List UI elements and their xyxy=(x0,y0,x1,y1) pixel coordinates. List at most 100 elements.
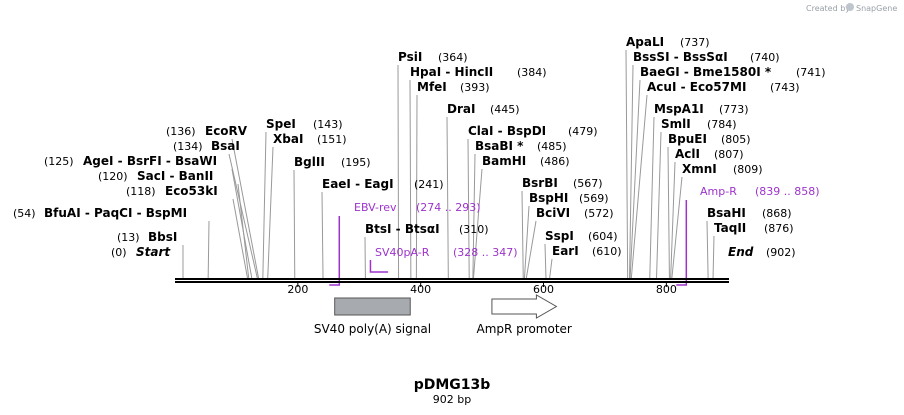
site-name-sspi[interactable]: SspI xyxy=(545,229,574,243)
site-line-agei xyxy=(231,168,253,279)
site-pos-bcivi: (572) xyxy=(584,207,614,220)
site-line-bfuai xyxy=(207,220,210,279)
primer-range-ebv-rev: (274 .. 293) xyxy=(416,201,481,214)
site-pos-mspa1i: (773) xyxy=(719,103,749,116)
site-name-spei[interactable]: SpeI xyxy=(266,117,296,131)
snapgene-logo-icon xyxy=(846,3,854,11)
site-pos-bsahi: (868) xyxy=(762,207,792,220)
primer-mark-ebv-rev[interactable] xyxy=(329,216,341,286)
site-name-eco53ki[interactable]: Eco53kI xyxy=(165,184,218,198)
site-name-bpuei[interactable]: BpuEI xyxy=(668,132,707,146)
credit-prefix: Created by xyxy=(806,4,850,13)
site-pos-hpai: (384) xyxy=(517,66,547,79)
site-name-acli[interactable]: AclI xyxy=(675,147,700,161)
site-pos-smli: (784) xyxy=(707,118,737,131)
site-line-bsrbi xyxy=(521,190,524,279)
site-line-xmni xyxy=(671,176,683,279)
plasmid-length: 902 bp xyxy=(433,393,471,406)
site-name-mfei[interactable]: MfeI xyxy=(417,80,447,94)
primer-mark-sv40pa-r[interactable] xyxy=(369,260,389,273)
site-line-smli xyxy=(656,131,662,279)
primer-mark-amp-r[interactable] xyxy=(676,200,688,286)
site-pos-eco53ki: (118) xyxy=(126,185,156,198)
credit-brand: SnapGene xyxy=(856,4,897,13)
feature-sv40-polya-signal[interactable] xyxy=(334,297,411,316)
site-line-drai xyxy=(446,116,449,279)
site-line-bglii xyxy=(293,169,296,279)
site-name-btsi[interactable]: BtsI - BtsαI xyxy=(365,222,440,236)
site-name-bsai[interactable]: BsaI xyxy=(211,139,240,153)
site-pos-bfuai: (54) xyxy=(13,207,36,220)
site-name-bamhi[interactable]: BamHI xyxy=(482,154,526,168)
tick-label-200: 200 xyxy=(287,283,308,296)
site-pos-bbsi: (13) xyxy=(117,231,140,244)
site-line-mfei xyxy=(415,94,418,279)
site-line-bamhi xyxy=(472,168,483,279)
site-name-end[interactable]: End xyxy=(728,245,754,259)
plasmid-name: pDMG13b xyxy=(414,377,491,393)
site-name-xbai[interactable]: XbaI xyxy=(273,132,303,146)
primer-name-ebv-rev[interactable]: EBV-rev xyxy=(354,201,397,214)
site-pos-apali: (737) xyxy=(680,36,710,49)
site-name-bfuai[interactable]: BfuAI - PaqCI - BspMI xyxy=(44,206,187,220)
feature-ampr-promoter[interactable] xyxy=(491,294,558,319)
dna-backbone xyxy=(175,278,729,283)
site-pos-start: (0) xyxy=(111,246,127,259)
site-line-bsai xyxy=(228,153,258,279)
site-pos-acli: (807) xyxy=(714,148,744,161)
site-pos-xbai: (151) xyxy=(317,133,347,146)
site-name-bglii[interactable]: BglII xyxy=(294,155,325,169)
site-name-bbsi[interactable]: BbsI xyxy=(148,230,177,244)
site-pos-agei: (125) xyxy=(44,155,74,168)
site-name-saci[interactable]: SacI - BanII xyxy=(137,169,213,183)
site-name-drai[interactable]: DraI xyxy=(447,102,475,116)
primer-name-amp-r[interactable]: Amp-R xyxy=(700,185,737,198)
site-name-bcivi[interactable]: BciVI xyxy=(536,206,570,220)
primer-name-sv40pa-r[interactable]: SV40pA-R xyxy=(375,246,430,259)
site-name-psii[interactable]: PsiI xyxy=(398,50,422,64)
site-name-eari[interactable]: EarI xyxy=(552,244,579,258)
site-name-bsahi[interactable]: BsaHI xyxy=(707,206,746,220)
site-name-bsssi[interactable]: BssSI - BssSαI xyxy=(633,50,728,64)
site-line-bpuei xyxy=(667,146,670,279)
site-name-ecorv[interactable]: EcoRV xyxy=(205,124,248,138)
site-name-eaei[interactable]: EaeI - EagI xyxy=(322,177,394,191)
site-line-apali xyxy=(625,49,629,279)
site-pos-saci: (120) xyxy=(98,170,128,183)
site-name-bsrbi[interactable]: BsrBI xyxy=(522,176,558,190)
site-line-psii xyxy=(397,64,400,279)
site-pos-bsabi: (485) xyxy=(537,140,567,153)
site-pos-bamhi: (486) xyxy=(540,155,570,168)
site-pos-drai: (445) xyxy=(490,103,520,116)
site-pos-taqii: (876) xyxy=(764,222,794,235)
site-name-acui[interactable]: AcuI - Eco57MI xyxy=(647,80,746,94)
site-name-taqii[interactable]: TaqII xyxy=(714,221,746,235)
site-name-clai[interactable]: ClaI - BspDI xyxy=(468,124,546,138)
site-name-bsabi[interactable]: BsaBI * xyxy=(475,139,524,153)
site-name-smli[interactable]: SmlI xyxy=(661,117,691,131)
site-name-bsphi[interactable]: BspHI xyxy=(529,191,568,205)
site-line-clai xyxy=(467,138,470,279)
site-line-ecorv xyxy=(231,138,260,279)
site-line-eco53ki xyxy=(232,198,248,279)
site-name-mspa1i[interactable]: MspA1I xyxy=(654,102,704,116)
site-pos-clai: (479) xyxy=(568,125,598,138)
primer-labels: EBV-rev (274 .. 293) SV40pA-R (328 .. 34… xyxy=(354,185,820,259)
site-leader-lines xyxy=(182,49,715,279)
primer-range-amp-r: (839 .. 858) xyxy=(755,185,820,198)
site-pos-baegi: (741) xyxy=(796,66,826,79)
site-name-hpai[interactable]: HpaI - HincII xyxy=(410,65,493,79)
tick-label-800: 800 xyxy=(656,283,677,296)
site-name-xmni[interactable]: XmnI xyxy=(682,162,717,176)
site-name-start[interactable]: Start xyxy=(136,245,171,259)
site-name-apali[interactable]: ApaLI xyxy=(626,35,664,49)
site-pos-end: (902) xyxy=(766,246,796,259)
site-name-baegi[interactable]: BaeGI - Bme1580I * xyxy=(640,65,772,79)
site-name-agei[interactable]: AgeI - BsrFI - BsaWI xyxy=(83,154,217,168)
site-pos-bglii: (195) xyxy=(341,156,371,169)
site-pos-bsphi: (569) xyxy=(579,192,609,205)
site-labels: (0) Start (13) BbsI (54) BfuAI - PaqCI -… xyxy=(13,35,826,259)
site-line-hpai xyxy=(409,79,412,279)
site-pos-btsi: (310) xyxy=(459,223,489,236)
